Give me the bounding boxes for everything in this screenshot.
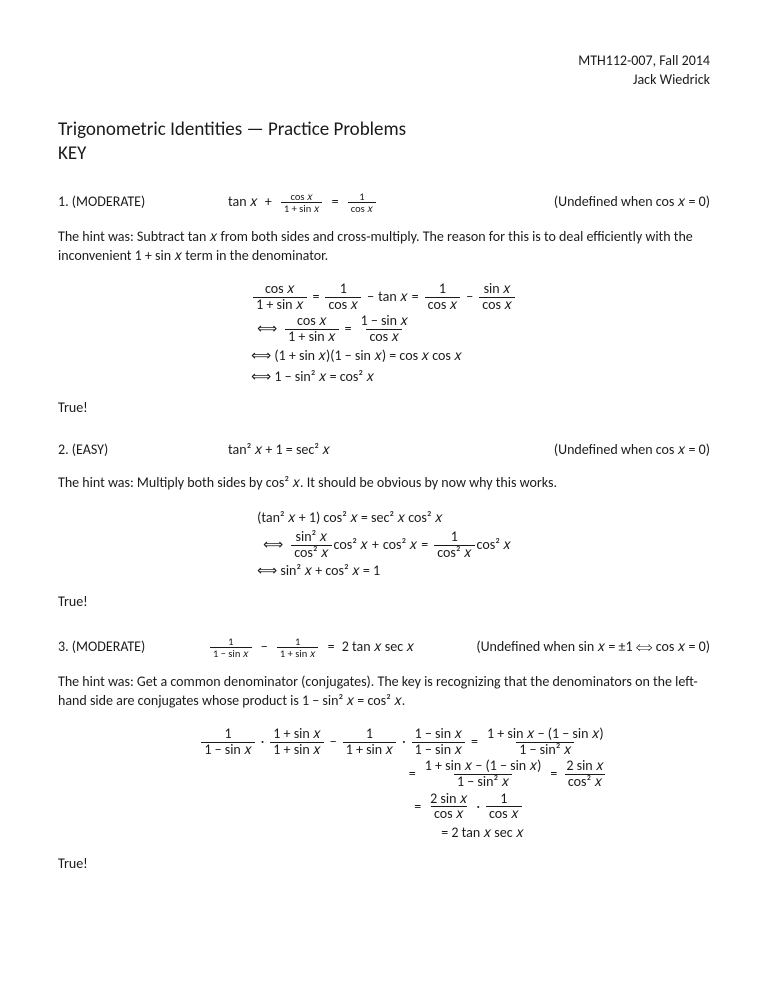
problem-3-derivation: 11 − sin 𝑥 · 1 + sin 𝑥1 + sin 𝑥 − 11 + s… xyxy=(98,725,710,845)
title-line-2: KEY xyxy=(58,142,710,167)
problem-2-label: 2. (EASY) xyxy=(58,441,168,460)
problem-3-hint: The hint was: Get a common denominator (… xyxy=(58,673,710,711)
problem-2-note: (Undefined when cos 𝑥 = 0) xyxy=(554,441,710,460)
problem-3-true: True! xyxy=(58,855,710,874)
problem-1-true: True! xyxy=(58,399,710,418)
page-title: Trigonometric Identities — Practice Prob… xyxy=(58,118,710,167)
problem-1-hint: The hint was: Subtract tan 𝑥 from both s… xyxy=(58,228,710,266)
problem-1-note: (Undefined when cos 𝑥 = 0) xyxy=(554,193,710,212)
problem-1-derivation: cos 𝑥1 + sin 𝑥 = 1cos 𝑥 − tan 𝑥 = 1cos 𝑥… xyxy=(58,280,710,389)
problem-3-note: (Undefined when sin 𝑥 = ±1 ⟺ cos 𝑥 = 0) xyxy=(476,638,710,657)
problem-2-equation: tan² 𝑥 + 1 = sec² 𝑥 xyxy=(228,441,330,460)
problem-2-derivation: (tan² 𝑥 + 1) cos² 𝑥 = sec² 𝑥 cos² 𝑥 ⟺ si… xyxy=(58,507,710,583)
problem-2-row: 2. (EASY) tan² 𝑥 + 1 = sec² 𝑥 (Undefined… xyxy=(58,441,710,460)
course-code: MTH112-007, Fall 2014 xyxy=(58,52,710,71)
problem-1-equation: tan 𝑥 + cos 𝑥1 + sin 𝑥 = 1cos 𝑥 xyxy=(228,191,378,214)
problem-3-label: 3. (MODERATE) xyxy=(58,638,168,657)
problem-3-equation: 11 − sin 𝑥 − 11 + sin 𝑥 = 2 tan 𝑥 sec 𝑥 xyxy=(208,636,414,659)
page-header: MTH112-007, Fall 2014 Jack Wiedrick xyxy=(58,52,710,90)
problem-3-row: 3. (MODERATE) 11 − sin 𝑥 − 11 + sin 𝑥 = … xyxy=(58,636,710,659)
problem-1-row: 1. (MODERATE) tan 𝑥 + cos 𝑥1 + sin 𝑥 = 1… xyxy=(58,191,710,214)
author-name: Jack Wiedrick xyxy=(58,71,710,90)
title-line-1: Trigonometric Identities — Practice Prob… xyxy=(58,118,710,143)
problem-1-label: 1. (MODERATE) xyxy=(58,193,168,212)
problem-2-true: True! xyxy=(58,593,710,612)
problem-2-hint: The hint was: Multiply both sides by cos… xyxy=(58,474,710,493)
